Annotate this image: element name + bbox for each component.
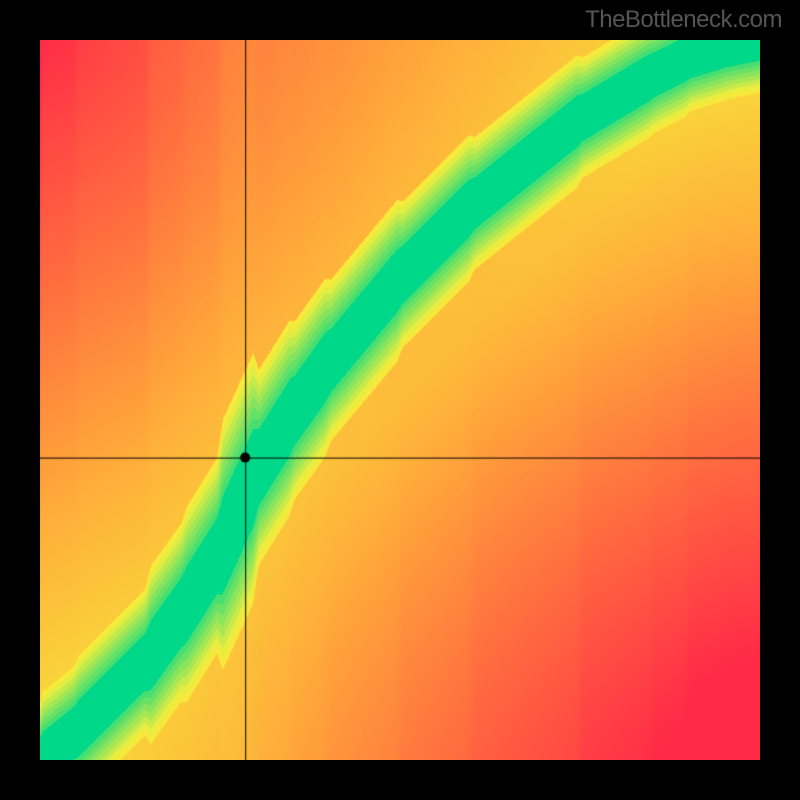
heatmap-plot (40, 40, 760, 760)
watermark-label: TheBottleneck.com (585, 6, 782, 34)
heatmap-canvas (40, 40, 760, 760)
chart-outer-frame: TheBottleneck.com (0, 0, 800, 800)
